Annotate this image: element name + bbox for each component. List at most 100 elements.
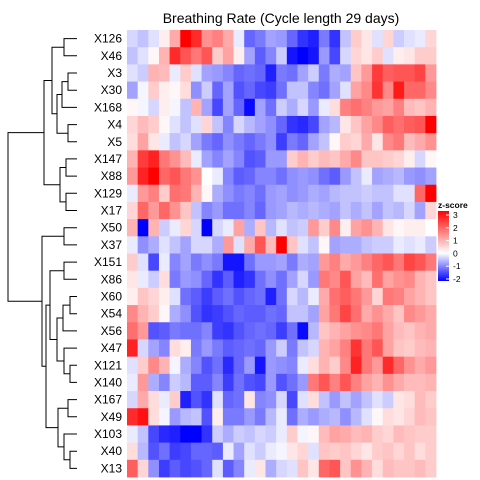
heatmap-cell bbox=[425, 133, 436, 151]
heatmap-cell bbox=[319, 305, 330, 323]
heatmap-cell bbox=[383, 425, 394, 443]
heatmap-cell bbox=[127, 219, 138, 237]
heatmap-cell bbox=[361, 236, 372, 254]
heatmap-cell bbox=[127, 168, 138, 186]
dendrogram-branch bbox=[66, 159, 77, 176]
heatmap-cell bbox=[159, 64, 170, 82]
heatmap-cell bbox=[127, 357, 138, 375]
heatmap-cell bbox=[276, 391, 287, 409]
legend-tick-label: -1 bbox=[453, 261, 461, 271]
heatmap-cell bbox=[223, 357, 234, 375]
heatmap-cell bbox=[319, 391, 330, 409]
heatmap-cell bbox=[266, 185, 277, 203]
heatmap-cell bbox=[383, 443, 394, 461]
legend-tick-label: 0 bbox=[453, 248, 458, 258]
heatmap-cell bbox=[212, 271, 223, 289]
dendrogram-branch bbox=[68, 73, 77, 90]
row-label: X47 bbox=[101, 341, 123, 355]
heatmap-cell bbox=[159, 391, 170, 409]
heatmap-cell bbox=[159, 305, 170, 323]
heatmap-cell bbox=[308, 133, 319, 151]
heatmap-cell bbox=[127, 133, 138, 151]
row-label: X50 bbox=[101, 221, 123, 235]
heatmap-cell bbox=[393, 202, 404, 220]
heatmap-cell bbox=[212, 425, 223, 443]
heatmap-cell bbox=[234, 30, 245, 48]
heatmap-cell bbox=[361, 443, 372, 461]
heatmap-cell bbox=[404, 425, 415, 443]
heatmap-cell bbox=[415, 288, 426, 306]
heatmap-cell bbox=[244, 408, 255, 426]
heatmap-cell bbox=[404, 236, 415, 254]
heatmap-cell bbox=[372, 116, 383, 134]
heatmap-cell bbox=[234, 339, 245, 357]
legend-tick-label: 2 bbox=[453, 223, 458, 233]
heatmap-cell bbox=[287, 408, 298, 426]
heatmap-cell bbox=[415, 271, 426, 289]
heatmap-cell bbox=[372, 168, 383, 186]
heatmap-cell bbox=[319, 47, 330, 65]
heatmap-cell bbox=[340, 64, 351, 82]
heatmap-cell bbox=[223, 185, 234, 203]
heatmap-cell bbox=[340, 374, 351, 392]
dendrogram-branch bbox=[64, 262, 77, 279]
heatmap-cell bbox=[266, 64, 277, 82]
heatmap-cell bbox=[212, 30, 223, 48]
heatmap-cell bbox=[266, 408, 277, 426]
heatmap-cell bbox=[212, 185, 223, 203]
heatmap-cell bbox=[425, 168, 436, 186]
heatmap-cell bbox=[191, 219, 202, 237]
heatmap-cell bbox=[234, 47, 245, 65]
dendrogram-branch bbox=[68, 400, 77, 417]
heatmap-cell bbox=[361, 202, 372, 220]
heatmap-cell bbox=[148, 133, 159, 151]
heatmap-cell bbox=[255, 408, 266, 426]
heatmap-cell bbox=[255, 168, 266, 186]
heatmap-cell bbox=[202, 64, 213, 82]
heatmap-cell bbox=[212, 47, 223, 65]
heatmap-cell bbox=[372, 425, 383, 443]
heatmap-cell bbox=[212, 219, 223, 237]
heatmap-cell bbox=[148, 443, 159, 461]
legend-title: z-score bbox=[438, 200, 468, 210]
heatmap-cell bbox=[255, 219, 266, 237]
heatmap-cell bbox=[212, 116, 223, 134]
heatmap-cell bbox=[308, 254, 319, 272]
heatmap-cell bbox=[212, 236, 223, 254]
heatmap-cell bbox=[234, 391, 245, 409]
color-legend: z-score 3210-1-2 bbox=[438, 200, 468, 284]
heatmap-cell bbox=[404, 271, 415, 289]
heatmap-cell bbox=[393, 443, 404, 461]
heatmap-cell bbox=[170, 219, 181, 237]
heatmap-cell bbox=[148, 425, 159, 443]
heatmap-cell bbox=[361, 64, 372, 82]
row-label: X56 bbox=[101, 324, 123, 338]
heatmap-cell bbox=[255, 30, 266, 48]
heatmap-cell bbox=[297, 425, 308, 443]
heatmap-cell bbox=[340, 168, 351, 186]
heatmap-cell bbox=[372, 133, 383, 151]
heatmap-cell bbox=[361, 305, 372, 323]
heatmap-cell bbox=[202, 408, 213, 426]
row-label: X37 bbox=[101, 238, 123, 252]
heatmap-cell bbox=[127, 391, 138, 409]
heatmap-cell bbox=[202, 271, 213, 289]
heatmap-cell bbox=[329, 185, 340, 203]
heatmap-cell bbox=[393, 150, 404, 168]
heatmap-cell bbox=[202, 254, 213, 272]
heatmap-cell bbox=[404, 357, 415, 375]
heatmap-cell bbox=[266, 391, 277, 409]
heatmap-cell bbox=[361, 357, 372, 375]
heatmap-cell bbox=[191, 236, 202, 254]
heatmap-cell bbox=[255, 374, 266, 392]
heatmap-cell bbox=[340, 408, 351, 426]
heatmap-cell bbox=[287, 271, 298, 289]
heatmap-cell bbox=[425, 460, 436, 478]
heatmap-cell bbox=[329, 425, 340, 443]
heatmap-cell bbox=[159, 322, 170, 340]
heatmap-cell bbox=[255, 133, 266, 151]
heatmap-cell bbox=[415, 391, 426, 409]
heatmap-cell bbox=[180, 460, 191, 478]
heatmap-cell bbox=[266, 425, 277, 443]
heatmap-cell bbox=[393, 133, 404, 151]
